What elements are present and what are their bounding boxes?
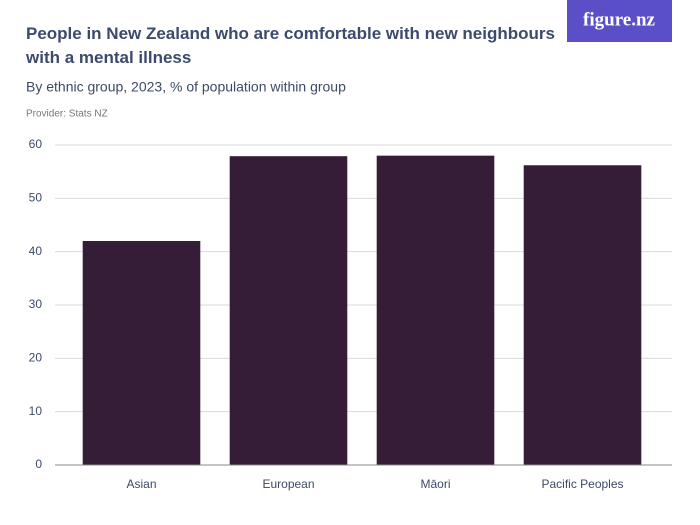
y-tick-label: 0 [35, 457, 42, 471]
y-tick-label: 60 [29, 137, 43, 151]
y-tick-label: 10 [29, 404, 43, 418]
brand-logo[interactable]: figure.nz [583, 9, 656, 30]
title-box: People in New Zealand who are comfortabl… [26, 24, 555, 67]
plot: 0 10 20 30 40 50 60 Asian European Māori Pacific P… [29, 137, 672, 491]
bar [523, 165, 642, 465]
source: Provider: Stats NZ [26, 109, 108, 120]
bar [82, 241, 201, 465]
y-tick-label: 20 [29, 351, 43, 365]
y-tick-label: 50 [29, 191, 43, 205]
bar [229, 156, 348, 465]
brand-box[interactable] [567, 0, 672, 42]
y-tick-label: 40 [29, 244, 43, 258]
chart-subtitle: By ethnic group, 2023, % of population w… [26, 79, 346, 95]
chart-title: People in New Zealand who are comfortabl… [26, 24, 555, 67]
bar [376, 155, 495, 465]
x-tick-label: European [262, 477, 314, 491]
x-tick-label: Māori [420, 477, 450, 491]
x-tick-label: Pacific Peoples [541, 477, 623, 491]
x-tick-label: Asian [126, 477, 156, 491]
y-tick-label: 30 [29, 297, 43, 311]
